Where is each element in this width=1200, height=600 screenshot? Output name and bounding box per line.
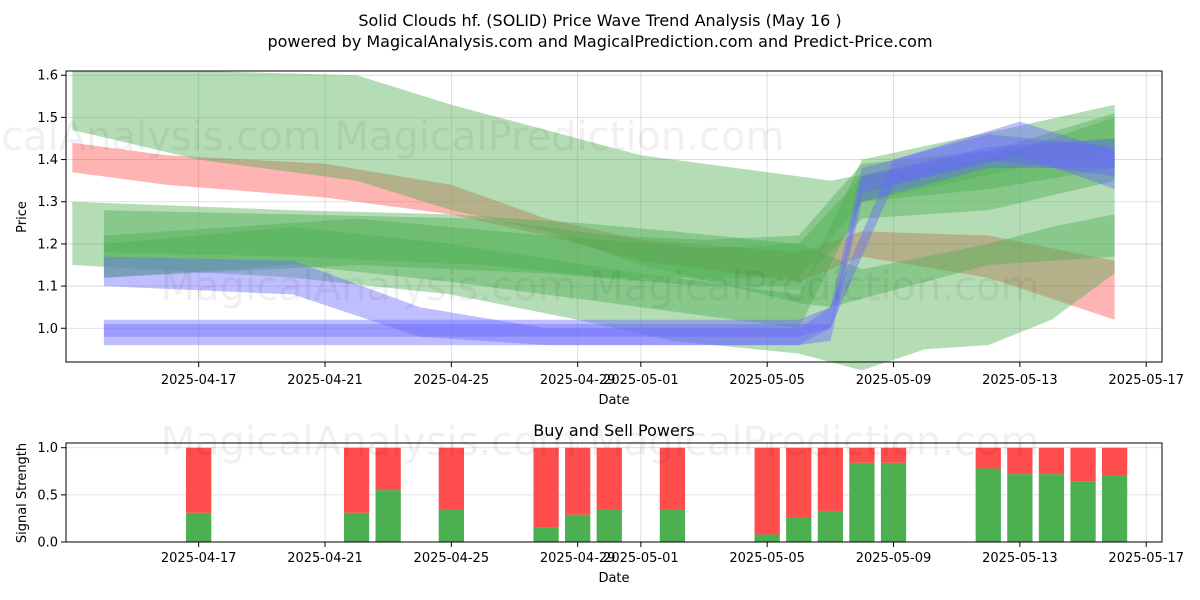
price-band-green — [103, 117, 1115, 287]
sell-bar — [375, 447, 401, 491]
sell-bar — [1038, 447, 1065, 475]
price-x-tick-label: 2025-05-13 — [982, 373, 1058, 388]
price-band-green — [72, 71, 1115, 308]
price-y-ticks: 1.0 1.1 1.2 1.3 1.4 1.5 1.6 — [37, 69, 66, 337]
signal-y-tick-label: 0.0 — [37, 536, 58, 551]
price-y-tick-label: 1.2 — [37, 237, 58, 252]
sell-bar — [596, 447, 622, 509]
signal-x-tick-label: 2025-04-17 — [161, 551, 237, 566]
buy-bar — [786, 517, 812, 542]
buy-bar — [343, 512, 370, 542]
price-band-blue — [103, 138, 1115, 346]
buy-bar — [817, 510, 843, 542]
sell-bar — [1101, 447, 1128, 476]
signal-x-tick-label: 2025-04-21 — [287, 551, 363, 566]
price-x-tick-label: 2025-05-17 — [1108, 373, 1184, 388]
signal-x-tick-label: 2025-04-29 — [540, 551, 616, 566]
buy-bar — [596, 509, 622, 542]
signal-x-tick-label: 2025-05-05 — [729, 551, 805, 566]
signal-y-ticks: 0.0 0.5 1.0 — [37, 441, 66, 551]
signal-x-ticks: 2025-04-17 2025-04-21 2025-04-25 2025-04-29… — [161, 542, 1184, 566]
signal-panel: Buy and Sell Powers MagicalAnalysis.com … — [15, 419, 1184, 586]
sell-bar — [343, 447, 370, 513]
price-x-ticks: 2025-04-17 2025-04-21 2025-04-25 2025-04-29… — [161, 362, 1184, 388]
price-x-tick-label: 2025-05-05 — [729, 373, 805, 388]
sell-bar — [186, 447, 212, 513]
signal-frame — [65, 442, 1163, 543]
price-band-green — [72, 201, 1115, 371]
price-x-tick-label: 2025-04-25 — [414, 373, 490, 388]
watermark-middle: MagicalAnalysis.com MagicalPrediction.co… — [161, 264, 1040, 310]
price-y-label: Price — [15, 201, 30, 233]
buy-bar — [1038, 474, 1065, 542]
price-band-green — [103, 138, 1115, 278]
signal-x-label: Date — [598, 571, 629, 586]
buy-bar — [659, 509, 686, 542]
watermark-top: MagicalAnalysis.com MagicalPrediction.co… — [0, 114, 784, 160]
price-y-tick-label: 1.3 — [37, 195, 58, 210]
sell-bar — [754, 447, 780, 535]
price-y-tick-label: 1.5 — [37, 111, 58, 126]
sell-bar — [1007, 447, 1033, 475]
price-x-tick-label: 2025-05-09 — [856, 373, 932, 388]
price-grid — [66, 71, 1162, 362]
sell-bar — [438, 447, 464, 509]
price-y-tick-label: 1.1 — [37, 280, 58, 295]
buy-bar — [186, 512, 212, 542]
sell-bar — [849, 447, 875, 463]
buy-bar — [849, 462, 875, 542]
price-y-tick-label: 1.6 — [37, 69, 58, 84]
price-band-blue — [103, 134, 1115, 346]
price-band-blue — [103, 121, 1115, 337]
price-y-tick-label: 1.4 — [37, 153, 58, 168]
price-bands — [72, 71, 1115, 371]
price-band-green — [103, 104, 1115, 329]
chart-subtitle: powered by MagicalAnalysis.com and Magic… — [267, 32, 932, 51]
price-x-label: Date — [598, 393, 629, 408]
price-x-tick-label: 2025-04-17 — [161, 373, 237, 388]
sell-bar — [975, 447, 1001, 469]
price-x-tick-label: 2025-05-01 — [603, 373, 679, 388]
buy-bar — [533, 527, 559, 542]
buy-bar — [1070, 481, 1096, 542]
sell-bar — [786, 447, 812, 518]
buy-bar — [754, 534, 780, 542]
sell-bar — [659, 447, 686, 509]
chart-title: Solid Clouds hf. (SOLID) Price Wave Tren… — [358, 11, 841, 30]
price-frame — [65, 70, 1163, 363]
signal-x-tick-label: 2025-05-09 — [856, 551, 932, 566]
sell-bar — [565, 447, 591, 515]
buy-bar — [975, 468, 1001, 542]
sell-bar — [880, 447, 907, 463]
signal-y-tick-label: 1.0 — [37, 441, 58, 456]
watermark-bottom: MagicalAnalysis.com MagicalPrediction.co… — [161, 419, 1040, 465]
price-band-red — [72, 142, 1115, 320]
signal-bars — [186, 447, 1128, 542]
signal-x-tick-label: 2025-05-13 — [982, 551, 1058, 566]
signal-y-label: Signal Strength — [15, 443, 30, 543]
buy-bar — [438, 509, 464, 542]
signal-x-tick-label: 2025-04-25 — [414, 551, 490, 566]
price-x-tick-label: 2025-04-29 — [540, 373, 616, 388]
sell-bar — [1070, 447, 1096, 482]
buy-bar — [1007, 474, 1033, 542]
signal-title: Buy and Sell Powers — [533, 421, 695, 440]
buy-bar — [1101, 475, 1128, 542]
signal-y-tick-label: 0.5 — [37, 488, 58, 503]
buy-bar — [880, 462, 907, 542]
sell-bar — [817, 447, 843, 511]
price-x-tick-label: 2025-04-21 — [287, 373, 363, 388]
price-y-tick-label: 1.0 — [37, 322, 58, 337]
sell-bar — [533, 447, 559, 528]
signal-x-tick-label: 2025-05-01 — [603, 551, 679, 566]
price-panel: MagicalAnalysis.com MagicalPrediction.co… — [0, 69, 1184, 408]
buy-bar — [565, 514, 591, 542]
buy-bar — [375, 490, 401, 542]
signal-x-tick-label: 2025-05-17 — [1108, 551, 1184, 566]
